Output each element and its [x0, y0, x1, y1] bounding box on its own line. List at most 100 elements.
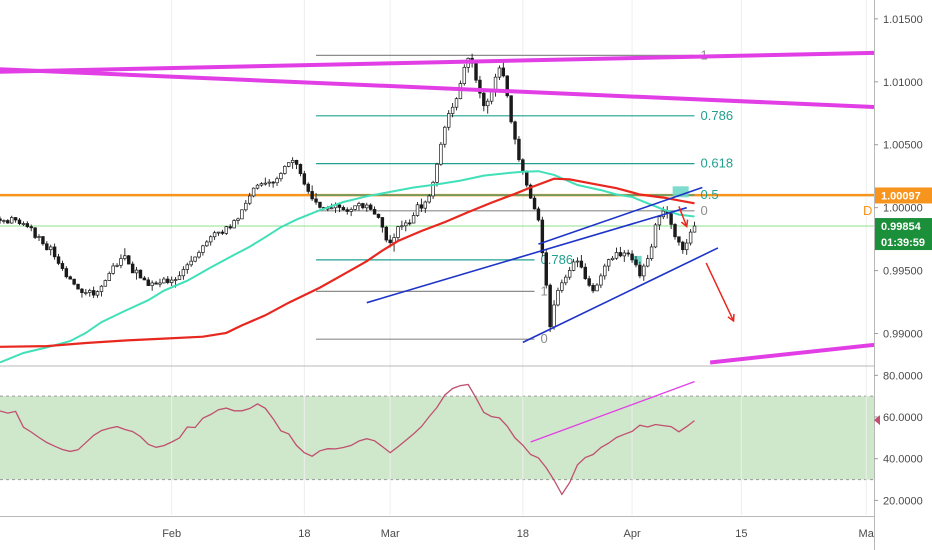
candle-body [404, 222, 408, 227]
candle-body [372, 209, 377, 215]
candle-body [349, 209, 353, 212]
blue-wedge-lower[interactable] [522, 247, 719, 344]
candle-body [439, 143, 443, 165]
candle-body [388, 239, 392, 244]
candle-body [450, 106, 455, 114]
rsi-tick-label: 80.0000 [883, 370, 923, 382]
candle-body [201, 245, 205, 253]
candle-body [400, 225, 404, 228]
candle-body [684, 242, 689, 251]
price-tick-label: 1.00500 [883, 140, 923, 152]
candle-body [119, 258, 123, 266]
price-tick-label: 0.99000 [883, 329, 923, 341]
candle-body [337, 204, 342, 208]
rsi-tick-label: 60.0000 [883, 412, 923, 424]
candle-body [606, 259, 611, 267]
candle-body [329, 207, 334, 210]
fib-lower-level-label: 1 [541, 283, 548, 298]
candle-body [29, 226, 33, 229]
candle-body [446, 113, 451, 128]
candle-body [56, 256, 61, 264]
candle-body [431, 182, 435, 197]
candle-body [583, 266, 587, 280]
candle-body [193, 256, 197, 262]
candle-body [80, 288, 84, 293]
candle-body [380, 217, 385, 228]
candle-body [84, 292, 88, 294]
red-arrow-long-shaft [705, 262, 735, 322]
candle-body [150, 282, 154, 286]
time-tick-label: 18 [517, 528, 529, 540]
candle-body [525, 171, 529, 186]
rsi-trendline[interactable] [530, 380, 695, 443]
candle-body [357, 203, 361, 207]
fib-upper-level-label: 0.618 [701, 156, 734, 171]
candle-body [681, 241, 685, 251]
candle-body [283, 166, 287, 174]
price-axis[interactable]: 1.01500 1.01000 1.00500 1.00000 0.99500 0.990… [874, 14, 923, 341]
magenta-lower-rising[interactable] [709, 342, 874, 365]
candle-body [25, 223, 30, 228]
candle-body [205, 241, 209, 247]
candle-body [37, 236, 41, 238]
candle-body [528, 184, 533, 199]
vertical-grid [171, 0, 867, 515]
candle-body [162, 278, 166, 284]
blue-long-support[interactable] [366, 206, 687, 304]
rsi-axis[interactable]: 80.0000 60.0000 40.0000 20.0000 [874, 370, 923, 507]
fib-upper-level-label: 0 [701, 203, 708, 218]
candle-body [52, 246, 57, 258]
candle-body [345, 209, 349, 212]
candle-body [177, 275, 182, 280]
candle-body [673, 224, 677, 238]
red-arrow-short-head [680, 219, 689, 229]
candle-body [60, 263, 65, 269]
candle-body [618, 252, 623, 257]
candle-body [411, 215, 416, 224]
candle-body [154, 282, 158, 285]
candle-body [622, 252, 627, 257]
candle-body [677, 236, 681, 243]
candle-body [505, 75, 509, 97]
candle-body [251, 187, 256, 197]
price-tick-label: 1.01000 [883, 77, 923, 89]
time-axis[interactable]: Feb 18 Mar 18 Apr 15 Ma [162, 528, 875, 540]
candle-body [247, 195, 252, 204]
candle-body [443, 126, 447, 145]
candle-body [6, 220, 10, 224]
candle-body [76, 283, 80, 290]
candle-body [41, 236, 45, 245]
countdown-text: 01:39:59 [881, 237, 925, 249]
candle-body [314, 198, 318, 203]
rsi-tick-label: 40.0000 [883, 454, 923, 466]
candle-body [575, 260, 580, 263]
trendlines[interactable] [0, 50, 874, 365]
candle-body [560, 282, 564, 291]
candle-body [630, 253, 634, 261]
candle-body [353, 205, 357, 210]
candle-body [127, 255, 131, 265]
candle-body [2, 220, 6, 222]
candle-body [548, 284, 552, 328]
candle-body [318, 201, 322, 208]
candle-body [255, 184, 260, 189]
current-price-text: 0.99854 [881, 221, 922, 233]
candle-body [13, 217, 18, 221]
candle-body [341, 207, 346, 211]
rsi-current-marker [874, 415, 880, 426]
candle-body [130, 263, 135, 274]
candle-body [166, 278, 170, 283]
magenta-upper-rising[interactable] [0, 50, 874, 74]
fib-upper-level-label: 0.786 [701, 108, 734, 123]
candle-body [208, 236, 213, 243]
time-tick-label: Apr [624, 528, 641, 540]
candle-body [427, 195, 431, 203]
blue-wedge-upper[interactable] [538, 186, 703, 245]
fib-lower-level-label: 0 [541, 331, 548, 346]
candle-body [454, 98, 459, 108]
magenta-upper-falling[interactable] [0, 67, 874, 109]
ma-red-line [0, 177, 695, 348]
candle-body [173, 279, 178, 281]
